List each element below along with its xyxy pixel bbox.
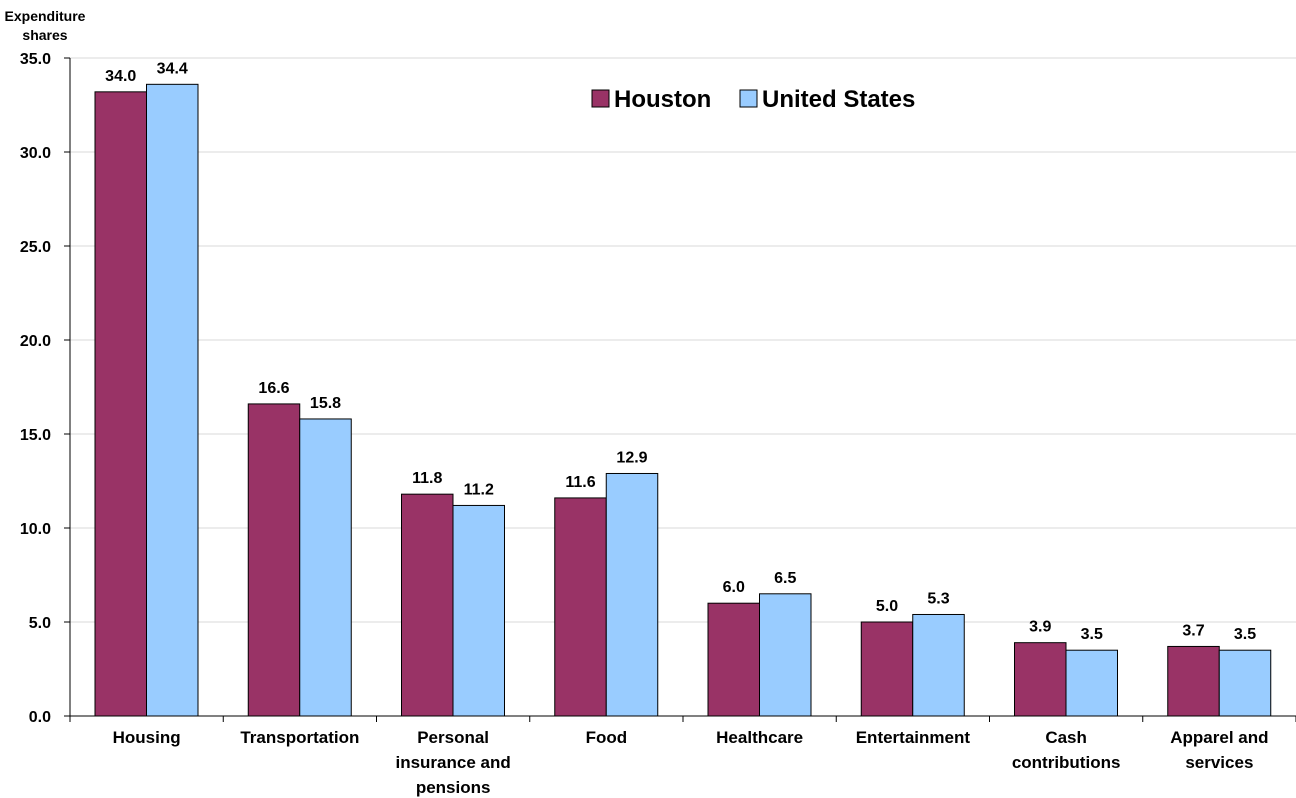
data-label: 6.0 [723, 579, 745, 596]
bar-houston [1014, 642, 1067, 717]
x-tick-label: Housing [113, 728, 181, 747]
x-tick-label: Food [586, 728, 628, 747]
data-label: 12.9 [616, 449, 647, 466]
bar-houston [247, 403, 301, 717]
x-tick-label: Transportation [240, 728, 359, 747]
bar-houston [554, 497, 607, 717]
y-tick-label: 30.0 [20, 145, 51, 162]
data-label: 3.5 [1081, 626, 1103, 643]
bar-united-states [1065, 649, 1118, 717]
x-tick-label: Personal [417, 728, 489, 747]
x-tick-label: insurance and [395, 753, 510, 772]
y-axis-title-line: shares [22, 27, 67, 43]
x-tick-label: Apparel and [1170, 728, 1268, 747]
x-tick-label: contributions [1012, 753, 1121, 772]
bar-houston [94, 91, 147, 717]
bar-houston [401, 493, 454, 717]
y-tick-label: 20.0 [20, 333, 51, 350]
data-label: 3.9 [1029, 619, 1051, 636]
bar-united-states [452, 504, 505, 717]
data-label: 34.0 [105, 68, 136, 85]
legend: Houston United States [591, 86, 915, 113]
bar-united-states [1218, 649, 1272, 717]
bar-united-states [912, 613, 965, 717]
data-label: 3.5 [1234, 626, 1256, 643]
data-label: 16.6 [258, 380, 289, 397]
x-tick-label: pensions [416, 778, 491, 797]
data-label: 5.0 [876, 598, 898, 615]
y-tick-label: 15.0 [20, 427, 51, 444]
bar-houston [707, 602, 760, 717]
data-label: 34.4 [157, 60, 188, 77]
legend-swatch [591, 89, 610, 108]
bar-united-states [146, 83, 199, 717]
y-tick-label: 0.0 [29, 709, 51, 726]
legend-label: United States [762, 86, 915, 113]
y-axis-label: Expenditure shares [5, 8, 86, 43]
bar-united-states [759, 593, 812, 717]
data-label: 11.2 [464, 481, 494, 498]
y-tick-label: 10.0 [20, 521, 51, 538]
x-tick-label: Cash [1045, 728, 1087, 747]
x-tick-label: services [1185, 753, 1253, 772]
y-tick-labels: 0.0 5.0 10.0 15.0 20.0 25.0 30.0 35.0 [20, 51, 51, 726]
bar-houston [860, 621, 914, 717]
data-label: 11.6 [565, 474, 595, 491]
bar-houston [1167, 645, 1220, 717]
data-label: 11.8 [412, 470, 442, 487]
x-tick-label: Healthcare [716, 728, 803, 747]
y-axis-title-line: Expenditure [5, 8, 86, 24]
y-tick-label: 5.0 [29, 615, 51, 632]
data-label: 6.5 [774, 570, 796, 587]
bars [94, 83, 1272, 717]
bar-united-states [605, 472, 659, 717]
data-label: 3.7 [1182, 622, 1204, 639]
data-label: 15.8 [310, 395, 341, 412]
x-tick-label: Entertainment [856, 728, 971, 747]
x-tick-labels: Housing Transportation Personal insurance a… [113, 728, 1269, 797]
data-labels: 34.0 16.6 11.8 11.6 6.0 5.0 3.9 3.7 34.4 15.8 11.2… [105, 60, 1256, 643]
legend-swatch [739, 89, 758, 108]
bar-united-states [299, 418, 352, 717]
data-label: 5.3 [927, 590, 949, 607]
y-tick-label: 25.0 [20, 239, 51, 256]
legend-label: Houston [614, 86, 711, 113]
axes [64, 57, 1296, 722]
y-tick-label: 35.0 [20, 51, 51, 68]
